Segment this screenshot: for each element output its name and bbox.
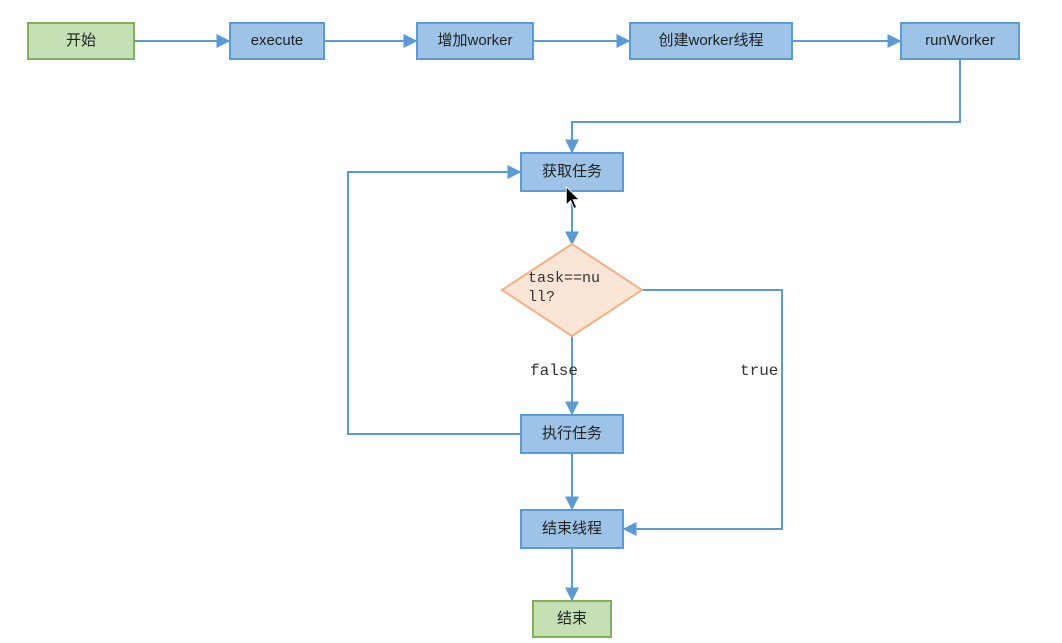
node-gettask: 获取任务 <box>520 152 624 192</box>
edge-runworker-gettask <box>572 60 960 152</box>
node-end: 结束 <box>532 600 612 638</box>
node-start: 开始 <box>27 22 135 60</box>
node-endthread: 结束线程 <box>520 509 624 549</box>
node-label-decision: task==null? <box>528 270 608 308</box>
edge-exectask-gettask <box>348 172 520 434</box>
edge-label-true: true <box>740 362 778 380</box>
node-addworker: 增加worker <box>416 22 534 60</box>
node-createworker: 创建worker线程 <box>629 22 793 60</box>
edge-decision-endthread <box>624 290 782 529</box>
edge-label-false: false <box>530 362 578 380</box>
node-exectask: 执行任务 <box>520 414 624 454</box>
node-runworker: runWorker <box>900 22 1020 60</box>
node-execute: execute <box>229 22 325 60</box>
